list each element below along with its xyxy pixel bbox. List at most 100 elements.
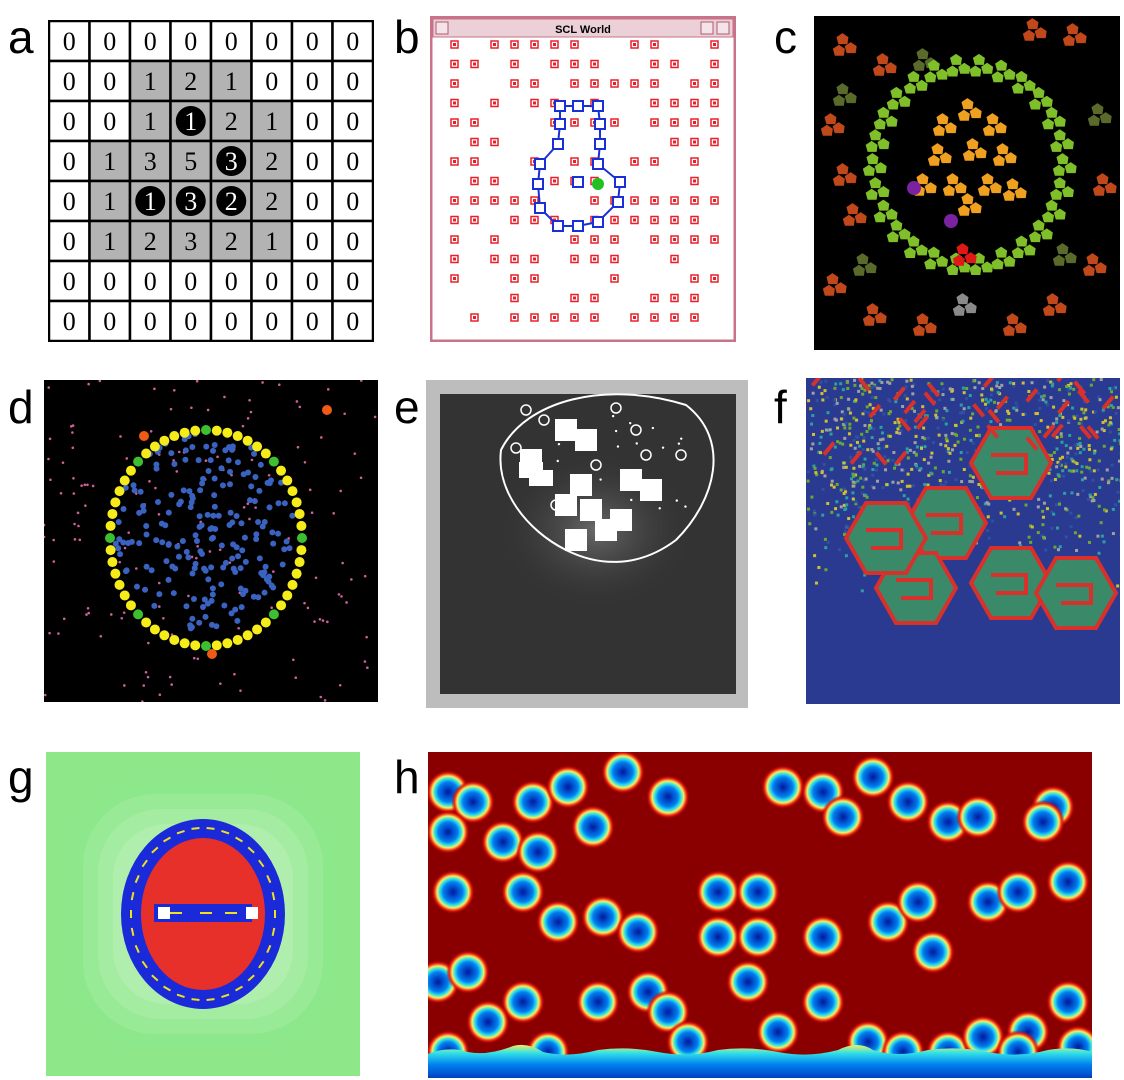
particle-dot-core (513, 296, 516, 300)
membrane-particle (291, 568, 302, 579)
noise-pixel (861, 465, 865, 469)
noise-pixel (842, 412, 846, 416)
substrate-particle (248, 398, 251, 402)
substrate-particle (319, 436, 323, 439)
noise-pixel (861, 392, 865, 396)
link-particle (159, 539, 166, 546)
link-particle (218, 581, 225, 588)
noise-pixel (961, 386, 965, 390)
particle-dot (570, 313, 579, 322)
noise-pixel (847, 517, 851, 521)
link-particle (143, 563, 150, 570)
noise-pixel (911, 484, 915, 488)
noise-pixel (848, 411, 852, 415)
link-particle (210, 512, 217, 519)
tile-piece (916, 173, 929, 185)
grid-cell (88, 299, 132, 342)
noise-pixel (844, 554, 848, 558)
grid-cell (88, 59, 132, 103)
grid-cell (48, 99, 91, 143)
grid-cell-value: 0 (184, 267, 197, 296)
tile-piece (869, 129, 882, 141)
particle-dot-core (713, 101, 716, 105)
noise-pixel (1103, 508, 1107, 512)
wall-fragment (1076, 389, 1091, 404)
noise-pixel (1030, 525, 1034, 529)
blob (646, 775, 690, 819)
grid-cell-value: 2 (225, 187, 238, 216)
particle-dot (570, 254, 579, 264)
noise-pixel (868, 403, 872, 407)
flow-arrow (271, 891, 276, 901)
substrate-particle (175, 470, 179, 473)
hex-cell (968, 546, 1054, 620)
tile-piece (1034, 27, 1047, 39)
noise-pixel (1075, 469, 1079, 473)
grid-cell-value: 3 (184, 187, 197, 216)
tile-piece (885, 115, 898, 127)
window-minimize-button[interactable] (700, 21, 714, 35)
particle-dot (690, 215, 699, 225)
window-menu-button[interactable] (435, 21, 449, 35)
membrane-particle (119, 475, 130, 486)
noise-pixel (1089, 469, 1093, 473)
noise-pixel (984, 402, 988, 406)
particle-dot (530, 215, 539, 225)
tile-piece (1014, 322, 1027, 334)
noise-pixel (863, 467, 867, 471)
wall-fragment (995, 395, 1009, 410)
noise-pixel (1043, 385, 1047, 389)
window-maximize-button[interactable] (716, 21, 730, 35)
noise-pixel (1075, 548, 1079, 552)
catalyst-particle (139, 431, 149, 441)
noise-pixel (1118, 439, 1120, 443)
flow-arrow (134, 874, 140, 884)
tile-piece (862, 164, 875, 176)
noise-pixel (946, 447, 950, 451)
particle-dot-core (593, 296, 596, 300)
noise-pixel (962, 407, 966, 411)
tile-piece (1023, 244, 1036, 256)
substrate-particle (216, 455, 219, 459)
noise-pixel (1050, 458, 1054, 462)
noise-pixel (943, 484, 947, 488)
noise-pixel (1044, 400, 1048, 404)
noise-pixel (961, 419, 965, 423)
particle-dot-core (473, 62, 476, 66)
noise-pixel (834, 507, 838, 511)
noise-pixel (1046, 425, 1050, 429)
noise-pixel (875, 463, 879, 467)
particle-dot (690, 137, 699, 147)
noise-pixel (977, 483, 981, 487)
substrate-particle (278, 383, 281, 387)
noise-pixel (820, 471, 824, 475)
noise-pixel (830, 510, 834, 514)
wall-fragment (857, 378, 871, 392)
membrane-particle (133, 609, 144, 620)
tile-piece (866, 303, 879, 315)
noise-pixel (987, 502, 991, 506)
noise-pixel (854, 435, 858, 439)
substrate-particle (195, 556, 198, 560)
substrate-particle (148, 480, 151, 483)
particle-dot (510, 313, 519, 322)
tile-piece (877, 138, 890, 150)
link-particle (246, 497, 253, 504)
noise-pixel (1106, 481, 1110, 485)
tile-piece (890, 86, 903, 98)
hex-inner-wall (1056, 583, 1093, 605)
noise-pixel (1050, 510, 1054, 514)
noise-pixel (1045, 403, 1049, 407)
particle-dot (690, 98, 699, 108)
noise-pixel (905, 397, 909, 401)
noise-pixel (1100, 477, 1104, 481)
substrate-particle (87, 611, 91, 615)
noise-pixel (927, 473, 931, 477)
link-particle (137, 488, 144, 495)
particle-dot-core (453, 101, 456, 105)
tile-piece (916, 48, 929, 60)
substrate-particle (365, 635, 368, 639)
flow-arrow (258, 859, 265, 868)
substrate-particle (261, 381, 264, 384)
membrane-particle (282, 475, 293, 486)
